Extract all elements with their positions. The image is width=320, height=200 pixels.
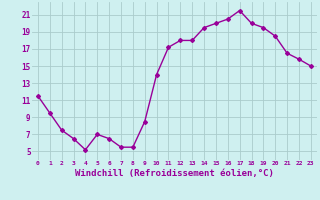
X-axis label: Windchill (Refroidissement éolien,°C): Windchill (Refroidissement éolien,°C) xyxy=(75,169,274,178)
